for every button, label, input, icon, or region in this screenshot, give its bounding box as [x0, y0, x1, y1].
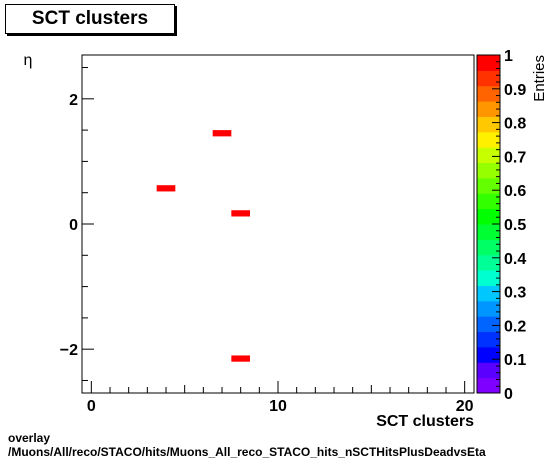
z-tick-label: 0.6 — [504, 183, 526, 200]
x-axis-ticks: 0 10 20 — [87, 381, 474, 415]
palette-swatch — [477, 147, 500, 164]
x-tick-label: 0 — [87, 398, 96, 415]
z-tick-label: 0.9 — [504, 82, 526, 99]
palette-swatch — [477, 55, 500, 71]
x-axis-label: SCT clusters — [376, 413, 474, 430]
z-tick-label: 0.5 — [504, 217, 526, 234]
palette-swatch — [477, 177, 500, 194]
z-tick-label: 0.3 — [504, 285, 526, 302]
palette-swatch — [477, 316, 500, 333]
footer-overlay-label: overlay — [8, 431, 51, 445]
palette-swatch — [477, 116, 500, 133]
heatmap-cell — [156, 185, 176, 192]
palette-swatch — [477, 162, 500, 179]
palette-swatch — [477, 362, 500, 379]
palette-swatch — [477, 193, 500, 210]
z-axis-label: Entries — [531, 55, 546, 102]
x-tick-label: 20 — [456, 398, 474, 415]
palette-swatch — [477, 377, 500, 394]
y-axis-ticks: −2 0 2 — [60, 67, 94, 381]
palette-swatch — [477, 239, 500, 256]
heatmap-cell — [231, 210, 250, 217]
z-tick-label: 0 — [504, 386, 513, 403]
palette-swatch — [477, 131, 500, 148]
heatmap-cell — [212, 130, 232, 137]
z-tick-label: 0.8 — [504, 116, 526, 133]
z-tick-label: 0.7 — [504, 149, 526, 166]
y-tick-label: 0 — [69, 217, 78, 234]
palette-swatch — [477, 70, 500, 87]
z-tick-label: 1 — [504, 48, 513, 65]
footer-path-label: /Muons/All/reco/STACO/hits/Muons_All_rec… — [8, 445, 486, 459]
palette-swatch — [477, 101, 500, 117]
z-tick-label: 0.4 — [504, 251, 526, 268]
z-tick-label: 0.2 — [504, 318, 526, 335]
palette-swatch — [477, 224, 500, 240]
z-tick-label: 0.1 — [504, 352, 526, 369]
x-tick-label: 10 — [269, 398, 287, 415]
chart-title: SCT clusters — [5, 4, 175, 34]
palette-swatch — [477, 300, 500, 317]
heatmap-cells — [156, 130, 250, 362]
z-axis-ticks: 0 0.1 0.2 0.3 0.4 0.5 0.6 0.7 0.8 0.9 1 — [492, 48, 526, 403]
heatmap-cell — [231, 355, 250, 362]
palette-swatch — [477, 346, 500, 363]
palette-swatch — [477, 208, 500, 225]
palette-swatch — [477, 270, 500, 286]
y-tick-label: 2 — [69, 92, 78, 109]
plot-frame — [81, 54, 475, 394]
y-axis-label: η — [24, 52, 33, 69]
palette-swatch — [477, 285, 500, 302]
palette-swatch — [477, 254, 500, 271]
y-tick-label: −2 — [60, 342, 78, 359]
palette-swatch — [477, 331, 500, 348]
palette-swatch — [477, 85, 500, 102]
